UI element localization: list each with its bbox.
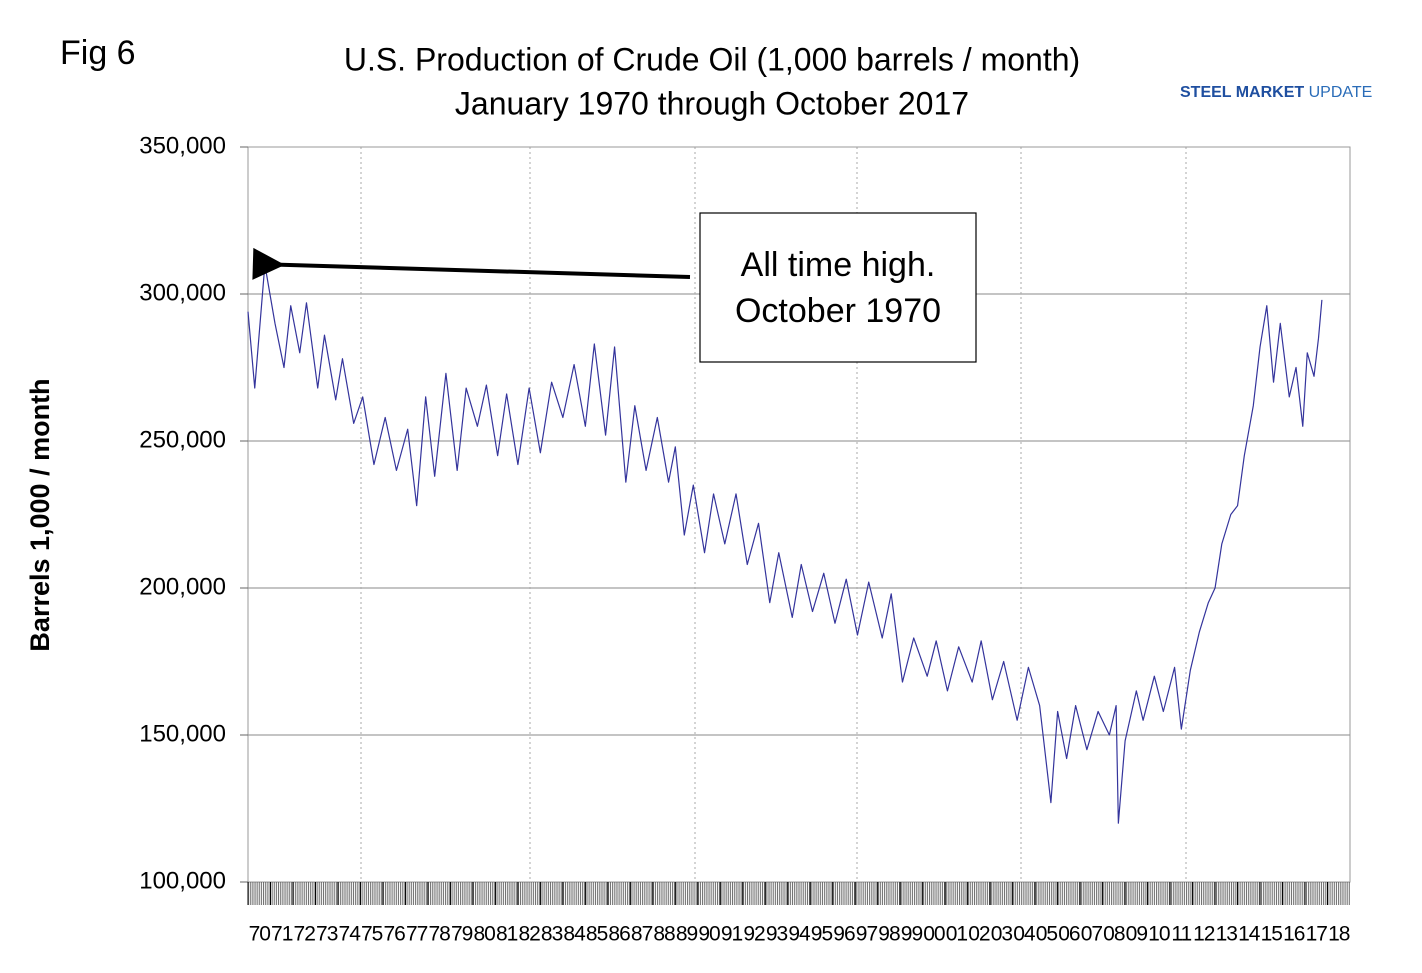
x-tick-label: 17 (1306, 923, 1328, 946)
x-tick-label: 82 (518, 923, 540, 946)
x-tick-label: 92 (743, 923, 765, 946)
x-tick-label: 87 (631, 923, 653, 946)
x-tick-label: 75 (361, 923, 383, 946)
annotation-arrow (252, 247, 691, 280)
annotation-text: All time high. (741, 246, 936, 284)
x-tick-label: 79 (451, 923, 473, 946)
figure-label: Fig 6 (60, 34, 136, 72)
y-tick-label: 100,000 (139, 867, 226, 894)
x-tick-label: 08 (1103, 923, 1125, 946)
x-tick-label: 05 (1036, 923, 1058, 946)
x-tick-label: 09 (1126, 923, 1148, 946)
x-tick-label: 07 (1081, 923, 1103, 946)
x-tick-label: 72 (294, 923, 316, 946)
x-tick-label: 04 (1013, 923, 1036, 946)
annotation-box (699, 212, 977, 363)
annotation-text: October 1970 (735, 292, 941, 330)
x-tick-label: 95 (811, 923, 833, 946)
x-tick-label: 71 (271, 923, 293, 946)
x-tick-label: 98 (878, 923, 900, 946)
y-tick-label: 200,000 (139, 573, 226, 600)
x-tick-label: 91 (721, 923, 743, 946)
x-tick-label: 89 (676, 923, 698, 946)
x-tick-label: 99 (901, 923, 923, 946)
x-tick-label: 83 (541, 923, 563, 946)
x-tick-label: 12 (1193, 923, 1215, 946)
x-tick-label: 74 (339, 923, 362, 946)
x-tick-label: 78 (428, 923, 450, 946)
x-tick-label: 13 (1216, 923, 1238, 946)
x-tick-label: 15 (1261, 923, 1283, 946)
y-tick-label: 350,000 (139, 132, 226, 159)
x-tick-label: 70 (249, 923, 271, 946)
chart-title: U.S. Production of Crude Oil (1,000 barr… (344, 41, 1080, 77)
y-axis-label: Barrels 1,000 / month (25, 378, 55, 651)
x-tick-label: 11 (1171, 923, 1191, 946)
minor-ticks (248, 882, 1350, 905)
annotation: All time high. October 1970 (699, 212, 977, 363)
x-tick-label: 96 (833, 923, 855, 946)
x-tick-label: 73 (316, 923, 338, 946)
x-tick-label: 88 (653, 923, 675, 946)
x-tick-label: 86 (608, 923, 630, 946)
x-tick-label: 03 (991, 923, 1013, 946)
x-tick-label: 18 (1328, 923, 1350, 946)
x-tick-label: 76 (384, 923, 406, 946)
x-tick-label: 80 (473, 923, 495, 946)
logo: STEEL MARKET UPDATE (1180, 84, 1372, 101)
x-tick-label: 77 (406, 923, 428, 946)
x-tick-label: 16 (1283, 923, 1305, 946)
x-tick-label: 02 (968, 923, 990, 946)
chart-subtitle: January 1970 through October 2017 (455, 85, 969, 121)
data-line (247, 264, 1323, 824)
x-tick-label: 81 (496, 923, 518, 946)
x-tick-label: 10 (1148, 923, 1170, 946)
x-tick-label: 14 (1238, 923, 1261, 946)
logo-main: STEEL MARKET (1180, 84, 1304, 101)
logo-sub: UPDATE (1309, 84, 1373, 101)
x-tick-label: 93 (766, 923, 788, 946)
x-tick-label: 85 (586, 923, 608, 946)
y-tick-label: 150,000 (139, 720, 226, 747)
x-tick-label: 06 (1058, 923, 1080, 946)
x-tick-label: 97 (856, 923, 878, 946)
y-tick-label: 300,000 (139, 279, 226, 306)
x-tick-label: 00 (923, 923, 945, 946)
x-tick-label: 84 (563, 923, 586, 946)
x-tick-label: 01 (946, 923, 968, 946)
x-tick-label: 94 (788, 923, 811, 946)
x-tick-label: 90 (698, 923, 720, 946)
y-tick-label: 250,000 (139, 426, 226, 453)
